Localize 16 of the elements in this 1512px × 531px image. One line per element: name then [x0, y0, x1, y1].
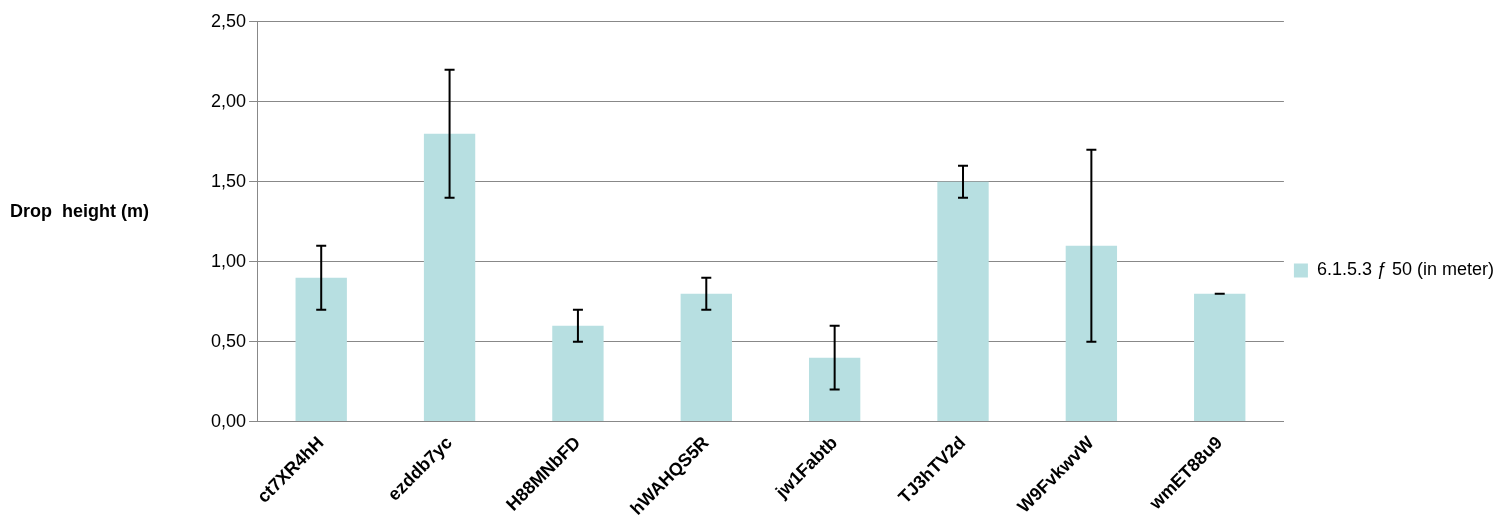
y-tick-label: 1,00 [210, 250, 247, 271]
legend-label: 6.1.5.3 ƒ 50 (in meter) [1316, 259, 1494, 280]
bar [552, 325, 604, 422]
y-tick-label: 0,50 [210, 330, 247, 351]
bar [808, 357, 861, 422]
y-tick-label: 0,00 [210, 410, 247, 431]
y-tick-label: 2,50 [210, 10, 247, 31]
bar [680, 293, 732, 422]
bar [423, 133, 476, 422]
bar [937, 181, 989, 422]
bar [1194, 293, 1246, 422]
y-tick-label: 1,50 [210, 170, 247, 191]
bar [1065, 245, 1118, 422]
y-axis-title: Drop height (m) [10, 200, 149, 221]
bar [295, 277, 347, 422]
y-tick-label: 2,00 [210, 90, 247, 111]
